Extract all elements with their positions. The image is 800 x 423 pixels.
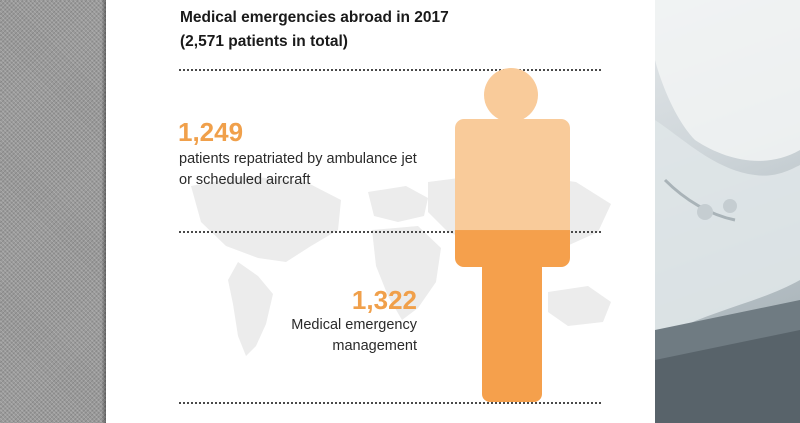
photo-illustration bbox=[655, 0, 800, 423]
management-desc-line-1: Medical emergency bbox=[291, 317, 417, 333]
pictogram-segment-repatriated bbox=[455, 68, 570, 231]
title-line-2: (2,571 patients in total) bbox=[180, 33, 348, 50]
map-africa bbox=[372, 226, 441, 320]
pictogram-segment-management bbox=[455, 230, 570, 402]
repatriated-desc-line-1: patients repatriated by ambulance jet bbox=[179, 151, 417, 167]
management-desc-line-2: management bbox=[332, 338, 417, 354]
chart-title: Medical emergencies abroad in 2017 (2,57… bbox=[180, 6, 449, 54]
infographic-panel: Medical emergencies abroad in 2017 (2,57… bbox=[106, 0, 655, 423]
map-south-america bbox=[228, 262, 273, 356]
repatriated-desc-line-2: or scheduled aircraft bbox=[179, 172, 311, 188]
divider-top bbox=[179, 69, 601, 71]
map-north-america bbox=[191, 176, 341, 262]
repatriated-description: patients repatriated by ambulance jet or… bbox=[179, 149, 417, 191]
repatriated-count: 1,249 bbox=[178, 117, 244, 147]
background-photo bbox=[655, 0, 800, 423]
divider-middle bbox=[179, 231, 601, 233]
left-page-edge bbox=[0, 0, 106, 423]
map-australia bbox=[548, 286, 611, 326]
map-europe bbox=[368, 186, 428, 222]
person-pictogram bbox=[455, 68, 570, 402]
title-line-1: Medical emergencies abroad in 2017 bbox=[180, 9, 449, 26]
management-description: Medical emergency management bbox=[291, 315, 417, 357]
divider-bottom bbox=[179, 402, 601, 404]
management-count: 1,322 bbox=[351, 285, 417, 315]
